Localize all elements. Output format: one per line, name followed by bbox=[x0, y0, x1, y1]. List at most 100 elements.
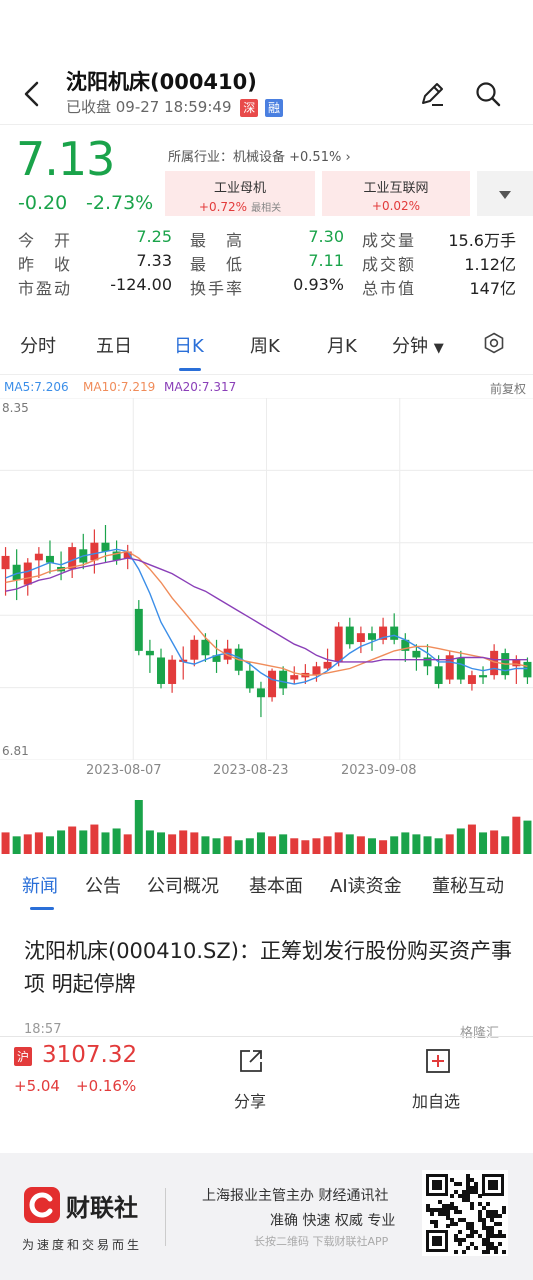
back-arrow-icon[interactable] bbox=[22, 80, 42, 108]
candle-body bbox=[345, 626, 354, 645]
tab-weekly-k[interactable]: 周K bbox=[250, 336, 280, 357]
qr-module bbox=[446, 1212, 450, 1216]
qr-module bbox=[432, 1180, 442, 1190]
qr-module bbox=[502, 1210, 506, 1214]
qr-module bbox=[482, 1206, 486, 1210]
stat-value: 7.33 bbox=[136, 251, 172, 270]
qr-module bbox=[470, 1242, 474, 1246]
qr-module bbox=[498, 1242, 502, 1246]
margin-tag: 融 bbox=[265, 98, 284, 117]
sector-note: 最相关 bbox=[251, 203, 282, 214]
qr-module bbox=[446, 1224, 450, 1228]
share-button[interactable]: 分享 bbox=[234, 1092, 267, 1111]
stat-label: 市盈动 bbox=[18, 279, 73, 298]
industry-link[interactable]: 所属行业：机械设备 +0.51% › bbox=[168, 146, 351, 165]
volume-bar bbox=[301, 840, 310, 854]
candle-body bbox=[68, 547, 77, 570]
sector-name: 工业母机 bbox=[213, 181, 266, 196]
qr-module bbox=[490, 1214, 494, 1218]
volume-bar bbox=[168, 834, 177, 854]
volume-bar bbox=[234, 840, 243, 854]
candle-body bbox=[134, 608, 143, 651]
qr-module bbox=[466, 1234, 470, 1238]
share-icon[interactable] bbox=[238, 1048, 264, 1074]
candle-body bbox=[190, 639, 199, 660]
tab-minute[interactable]: 分钟 ▼ bbox=[392, 332, 444, 358]
kline-chart[interactable] bbox=[0, 398, 533, 760]
sector-change: +0.72% bbox=[198, 200, 248, 214]
tab-5day[interactable]: 五日 bbox=[96, 336, 132, 357]
candle-body bbox=[456, 657, 465, 680]
volume-bar bbox=[312, 838, 321, 854]
tab-monthly-k[interactable]: 月K bbox=[327, 336, 357, 357]
brand-logo-icon bbox=[24, 1187, 60, 1223]
index-value[interactable]: 3107.32 bbox=[42, 1042, 138, 1068]
tab-announcements[interactable]: 公告 bbox=[85, 876, 121, 897]
tab-ai-funds[interactable]: AI读资金 bbox=[330, 876, 402, 897]
qr-module bbox=[426, 1204, 430, 1208]
qr-module bbox=[486, 1226, 490, 1230]
edit-icon[interactable] bbox=[418, 80, 446, 108]
qr-module bbox=[450, 1178, 454, 1182]
tab-fundamentals[interactable]: 基本面 bbox=[249, 876, 303, 897]
volume-bar bbox=[334, 832, 343, 854]
volume-bar bbox=[256, 832, 265, 854]
x-label: 2023-08-07 bbox=[86, 763, 162, 778]
stat-label: 最 低 bbox=[190, 255, 245, 274]
stat-label: 总市值 bbox=[362, 279, 417, 298]
footer-line-1: 上海报业主管主办 财经通讯社 bbox=[202, 1188, 389, 1204]
qr-module bbox=[490, 1246, 494, 1250]
qr-module bbox=[474, 1186, 478, 1190]
volume-bar bbox=[401, 832, 410, 854]
tab-company-profile[interactable]: 公司概况 bbox=[147, 876, 219, 897]
add-watchlist-button[interactable]: 加自选 bbox=[412, 1092, 461, 1111]
search-icon[interactable] bbox=[474, 80, 502, 108]
news-headline[interactable]: 沈阳机床(000410.SZ)：正筹划发行股份购买资产事项 明起停牌 bbox=[24, 939, 512, 996]
tab-daily-k[interactable]: 日K bbox=[174, 336, 204, 357]
qr-module bbox=[494, 1250, 498, 1254]
qr-module bbox=[486, 1246, 490, 1250]
qr-module bbox=[430, 1212, 434, 1216]
candle-body bbox=[245, 670, 254, 689]
footer-line-2: 准确 快速 权威 专业 bbox=[270, 1213, 396, 1229]
qr-module bbox=[502, 1250, 506, 1254]
volume-bar bbox=[34, 832, 43, 854]
volume-bar bbox=[290, 838, 299, 854]
qr-module bbox=[478, 1202, 482, 1206]
candle-body bbox=[290, 675, 299, 680]
sector-card-2[interactable]: 工业互联网 +0.02% bbox=[322, 171, 470, 216]
add-watchlist-icon[interactable] bbox=[425, 1048, 451, 1074]
tab-news[interactable]: 新闻 bbox=[22, 876, 58, 897]
qr-module bbox=[502, 1234, 506, 1238]
candle-body bbox=[412, 650, 421, 658]
stat-value: 1.12亿 bbox=[464, 255, 516, 274]
qr-module bbox=[470, 1222, 474, 1226]
candle-body bbox=[423, 657, 432, 667]
stat-value: 7.25 bbox=[136, 227, 172, 246]
ma20-legend: MA20:7.317 bbox=[164, 380, 237, 394]
volume-bar bbox=[456, 828, 465, 854]
qr-module bbox=[486, 1210, 490, 1214]
qr-module bbox=[446, 1208, 450, 1212]
volume-bar bbox=[423, 836, 432, 854]
candle-body bbox=[312, 666, 321, 676]
settings-icon[interactable] bbox=[483, 332, 505, 354]
tab-secretary-qa[interactable]: 董秘互动 bbox=[432, 876, 504, 897]
stat-value: 0.93% bbox=[293, 275, 344, 294]
candle-body bbox=[323, 661, 332, 669]
qr-module bbox=[442, 1208, 446, 1212]
caret-down-icon: ▼ bbox=[433, 341, 444, 356]
volume-bar bbox=[245, 838, 254, 854]
adjust-mode[interactable]: 前复权 bbox=[490, 382, 527, 396]
volume-chart[interactable] bbox=[0, 794, 533, 856]
qr-module bbox=[462, 1198, 466, 1202]
stat-value: 7.30 bbox=[308, 227, 344, 246]
footer-separator bbox=[165, 1188, 166, 1246]
tab-intraday[interactable]: 分时 bbox=[20, 336, 56, 357]
expand-sectors-button[interactable] bbox=[477, 171, 533, 216]
qr-module bbox=[490, 1234, 494, 1238]
sector-card-1[interactable]: 工业母机 +0.72% 最相关 bbox=[165, 171, 315, 216]
qr-module bbox=[454, 1238, 458, 1242]
qr-module bbox=[482, 1250, 486, 1254]
qr-module bbox=[450, 1202, 454, 1206]
